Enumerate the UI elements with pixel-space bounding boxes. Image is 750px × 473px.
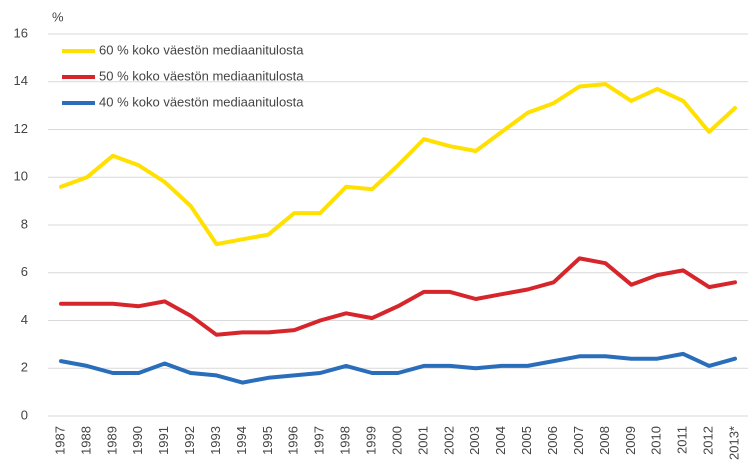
x-tick-label: 1996 [286,426,301,455]
x-tick-label: 1993 [208,426,223,455]
x-tick-label: 2004 [493,426,508,455]
x-tick-label: 1988 [78,426,93,455]
x-tick-label: 1999 [364,426,379,455]
x-tick-label: 2001 [415,426,430,455]
x-tick-label: 2009 [623,426,638,455]
x-tick-label: 1990 [130,426,145,455]
y-tick-label: 14 [14,73,28,88]
x-tick-label: 1995 [260,426,275,455]
x-tick-label: 2013* [726,426,741,460]
x-tick-label: 1997 [312,426,327,455]
x-tick-label: 2012 [701,426,716,455]
y-tick-label: 6 [21,264,28,279]
legend-label: 50 % koko väestön mediaanitulosta [99,68,304,83]
x-tick-label: 2011 [675,426,690,454]
y-tick-label: 2 [21,360,28,375]
x-tick-label: 2000 [389,426,404,455]
legend-label: 60 % koko väestön mediaanitulosta [99,42,304,57]
y-unit-label: % [52,9,64,24]
x-tick-label: 2008 [597,426,612,455]
series-line [59,82,737,247]
x-tick-label: 2010 [649,426,664,455]
series-line [59,351,737,385]
y-tick-label: 12 [14,121,28,136]
y-tick-label: 10 [14,169,28,184]
x-tick-label: 2002 [441,426,456,455]
x-tick-label: 2005 [519,426,534,455]
y-tick-label: 8 [21,216,28,231]
legend-label: 40 % koko väestön mediaanitulosta [99,94,304,109]
y-tick-label: 16 [14,25,28,40]
y-tick-label: 0 [21,407,28,422]
y-tick-label: 4 [21,312,28,327]
series-line [59,256,737,337]
x-tick-label: 2006 [545,426,560,455]
x-tick-label: 1992 [182,426,197,455]
x-tick-label: 1989 [104,426,119,455]
x-tick-label: 1998 [338,426,353,455]
x-tick-label: 1991 [156,426,171,455]
x-tick-label: 1994 [234,426,249,455]
x-tick-label: 1987 [52,426,67,455]
x-tick-label: 2003 [467,426,482,455]
x-tick-label: 2007 [571,426,586,455]
